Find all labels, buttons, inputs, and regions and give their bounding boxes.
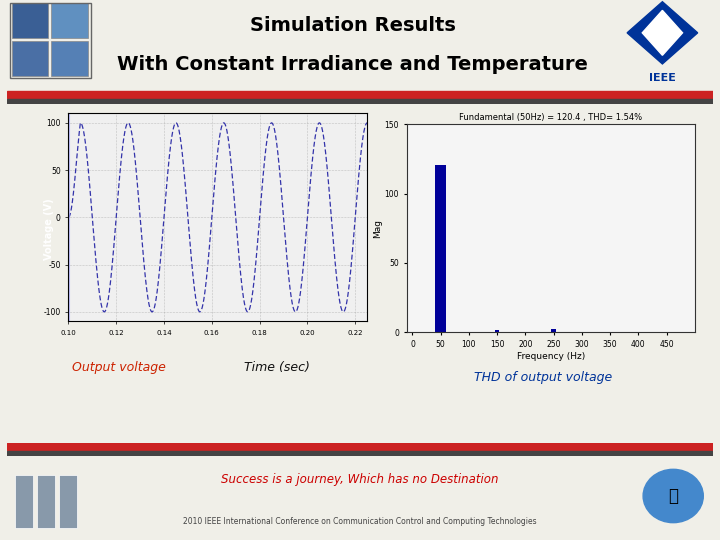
- Text: Simulation Results: Simulation Results: [250, 16, 456, 36]
- Text: Success is a journey, Which has no Destination: Success is a journey, Which has no Desti…: [221, 473, 499, 486]
- Bar: [37, 475, 55, 528]
- Polygon shape: [642, 10, 683, 55]
- Text: 2010 IEEE International Conference on Communication Control and Computing Techno: 2010 IEEE International Conference on Co…: [183, 517, 537, 526]
- Bar: [7, 91, 713, 98]
- Text: 0.12: 0.12: [109, 330, 124, 336]
- Text: With Constant Irradiance and Temperature: With Constant Irradiance and Temperature: [117, 55, 588, 75]
- Bar: [7, 99, 713, 103]
- Text: 0.14: 0.14: [156, 330, 172, 336]
- Title: Fundamental (50Hz) = 120.4 , THD= 1.54%: Fundamental (50Hz) = 120.4 , THD= 1.54%: [459, 113, 642, 122]
- Bar: [51, 42, 88, 76]
- Bar: [15, 475, 32, 528]
- Bar: [552, 329, 556, 332]
- Bar: [7, 451, 713, 456]
- Polygon shape: [627, 2, 698, 64]
- Text: 0.22: 0.22: [348, 330, 363, 336]
- Bar: [435, 165, 446, 332]
- Text: THD of output voltage: THD of output voltage: [474, 370, 613, 384]
- Bar: [10, 3, 91, 78]
- Text: 0.20: 0.20: [300, 330, 315, 336]
- Bar: [495, 330, 500, 332]
- Bar: [60, 475, 77, 528]
- Bar: [12, 42, 48, 76]
- Y-axis label: Mag: Mag: [373, 219, 382, 238]
- Text: 🌐: 🌐: [668, 487, 678, 505]
- Text: Output voltage: Output voltage: [72, 361, 166, 374]
- Circle shape: [643, 469, 703, 523]
- X-axis label: Frequency (Hz): Frequency (Hz): [517, 352, 585, 361]
- Bar: [7, 443, 713, 450]
- Text: Time (sec): Time (sec): [244, 361, 310, 374]
- Text: 0.16: 0.16: [204, 330, 220, 336]
- Text: Voltage (V): Voltage (V): [44, 199, 53, 260]
- Text: 0.18: 0.18: [252, 330, 268, 336]
- Text: IEEE: IEEE: [649, 73, 676, 83]
- Bar: [51, 3, 88, 38]
- Text: 0.10: 0.10: [60, 330, 76, 336]
- Bar: [12, 3, 48, 38]
